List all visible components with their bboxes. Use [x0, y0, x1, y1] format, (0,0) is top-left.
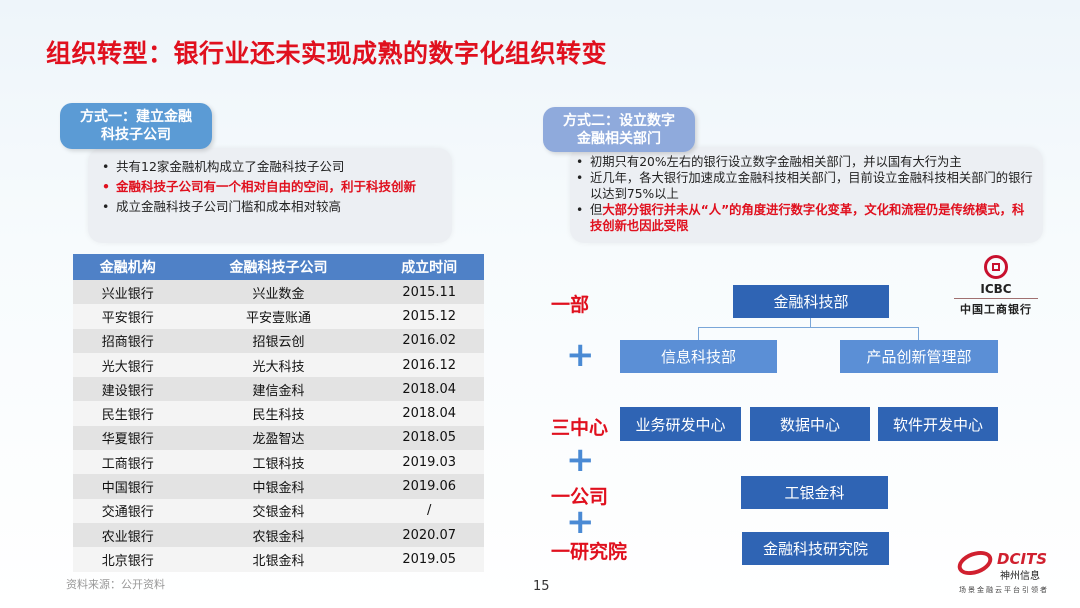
label-line: 方式二：设立数字 [563, 113, 675, 129]
left-bullets-panel: 共有12家金融机构成立了金融科技子公司 金融科技子公司有一个相对自由的空间，利于… [88, 148, 452, 243]
fintech-dept-box: 金融科技部 [733, 285, 889, 318]
bullet-highlight: 大部分银行并未从“人”的角度进行数字化变革，文化和流程仍是传统模式，科技创新也因… [590, 203, 1025, 233]
table-cell: 中国银行 [73, 474, 183, 499]
bullet: 初期只有20%左右的银行设立数字金融相关部门，并以国有大行为主 [574, 154, 1033, 170]
icbc-cn: 中国工商银行 [960, 303, 1032, 316]
org-label-yiyanjiuyuan: 一研究院 [551, 541, 628, 563]
table-row: 兴业银行 兴业数金 2015.11 [73, 280, 484, 305]
info-dept-box: 信息科技部 [620, 340, 777, 373]
table-row: 农业银行 农银金科 2020.07 [73, 522, 484, 548]
product-dept-box: 产品创新管理部 [840, 340, 998, 373]
table-cell: 农业银行 [73, 522, 183, 548]
table-cell: 建信金科 [182, 377, 375, 402]
dcits-cn: 神州信息 [1000, 571, 1040, 582]
table-row: 华夏银行 龙盈智达 2018.05 [73, 425, 484, 451]
table-cell: 龙盈智达 [182, 425, 375, 451]
table-cell: 2020.07 [374, 522, 484, 548]
table-cell: 农银金科 [182, 522, 375, 548]
table-cell: 2018.05 [374, 425, 484, 451]
table-cell: 2018.04 [374, 377, 484, 402]
table-cell: 民生银行 [73, 401, 183, 426]
table-cell: 2016.02 [374, 328, 484, 353]
table-cell: 交通银行 [73, 498, 183, 523]
dcits-swirl-icon [954, 546, 996, 580]
method-one-label: 方式一：建立金融 科技子公司 [60, 103, 212, 149]
table-cell: 兴业银行 [73, 280, 183, 305]
connector [810, 318, 811, 328]
org-label-yibu: 一部 [551, 294, 590, 316]
col-header: 成立时间 [374, 254, 484, 280]
dcits-en: DCITS [997, 550, 1048, 568]
table-cell: 招银云创 [182, 328, 375, 353]
plus-icon: + [566, 335, 595, 375]
table-cell: 平安壹账通 [182, 304, 375, 329]
table-cell: 民生科技 [182, 401, 375, 426]
page-title: 组织转型：银行业还未实现成熟的数字化组织转变 [46, 39, 608, 68]
table-row: 平安银行 平安壹账通 2015.12 [73, 304, 484, 329]
table-cell: 平安银行 [73, 304, 183, 329]
table-row: 中国银行 中银金科 2019.06 [73, 474, 484, 499]
table-row: 建设银行 建信金科 2018.04 [73, 377, 484, 402]
connector [698, 327, 699, 340]
org-label-sanzhongxin: 三中心 [551, 417, 609, 439]
table-cell: 2019.05 [374, 547, 484, 572]
bullet: 共有12家金融机构成立了金融科技子公司 [100, 158, 452, 175]
table-cell: / [374, 498, 484, 523]
table-cell: 2015.11 [374, 280, 484, 305]
table-row: 民生银行 民生科技 2018.04 [73, 401, 484, 426]
table-cell: 工银科技 [182, 450, 375, 475]
right-bullets-panel: 初期只有20%左右的银行设立数字金融相关部门，并以国有大行为主 近几年，各大银行… [570, 147, 1043, 243]
table-cell: 北银金科 [182, 547, 375, 572]
table-cell: 招商银行 [73, 328, 183, 353]
table-cell: 兴业数金 [182, 280, 375, 305]
label-line: 科技子公司 [101, 127, 171, 143]
table-cell: 北京银行 [73, 547, 183, 572]
connector [698, 327, 918, 328]
table-cell: 2015.12 [374, 304, 484, 329]
col-header: 金融科技子公司 [182, 254, 375, 280]
plus-icon: + [566, 502, 595, 542]
bullet: 近几年，各大银行加速成立金融科技相关部门，目前设立金融科技相关部门的银行以达到7… [574, 170, 1033, 202]
table-cell: 交银金科 [182, 498, 375, 523]
label-line: 方式一：建立金融 [80, 109, 192, 125]
table-cell: 2016.12 [374, 352, 484, 378]
source-note: 资料来源：公开资料 [66, 578, 165, 591]
bullet: 但大部分银行并未从“人”的角度进行数字化变革，文化和流程仍是传统模式，科技创新也… [574, 202, 1033, 234]
label-line: 金融相关部门 [577, 131, 661, 147]
center-box: 业务研发中心 [620, 407, 741, 441]
icbc-en: ICBC [980, 282, 1012, 296]
table-cell: 工商银行 [73, 450, 183, 475]
col-header: 金融机构 [73, 254, 183, 280]
bullet: 成立金融科技子公司门槛和成本相对较高 [100, 198, 452, 215]
bullet-highlight: 金融科技子公司有一个相对自由的空间，利于科技创新 [100, 178, 452, 195]
table-row: 交通银行 交银金科 / [73, 498, 484, 523]
connector [918, 327, 919, 340]
method-two-label: 方式二：设立数字 金融相关部门 [543, 107, 695, 152]
fintech-subsidiary-table: 金融机构 金融科技子公司 成立时间 兴业银行 兴业数金 2015.11 平安银行 平安壹… [73, 254, 484, 572]
table-cell: 光大银行 [73, 352, 183, 378]
table-cell: 光大科技 [182, 352, 375, 378]
institute-box: 金融科技研究院 [742, 532, 889, 565]
dcits-slogan: 场景金融云平台引领者 [959, 586, 1049, 594]
plus-icon: + [566, 440, 595, 480]
bullet-text: 但 [590, 203, 603, 217]
icbc-emblem-icon [984, 255, 1008, 279]
table-cell: 2019.06 [374, 474, 484, 499]
table-cell: 2018.04 [374, 401, 484, 426]
table-row: 招商银行 招银云创 2016.02 [73, 328, 484, 353]
table-row: 光大银行 光大科技 2016.12 [73, 352, 484, 378]
table-cell: 建设银行 [73, 377, 183, 402]
table-cell: 华夏银行 [73, 425, 183, 451]
table-row: 工商银行 工银科技 2019.03 [73, 450, 484, 475]
org-label-yigongsi: 一公司 [551, 486, 609, 508]
icbc-logo: ICBC 中国工商银行 [950, 255, 1042, 317]
table-cell: 中银金科 [182, 474, 375, 499]
table-cell: 2019.03 [374, 450, 484, 475]
table-row: 北京银行 北银金科 2019.05 [73, 547, 484, 572]
center-box: 数据中心 [750, 407, 870, 441]
page-number: 15 [533, 579, 550, 594]
center-box: 软件开发中心 [878, 407, 998, 441]
company-box: 工银金科 [741, 476, 888, 509]
